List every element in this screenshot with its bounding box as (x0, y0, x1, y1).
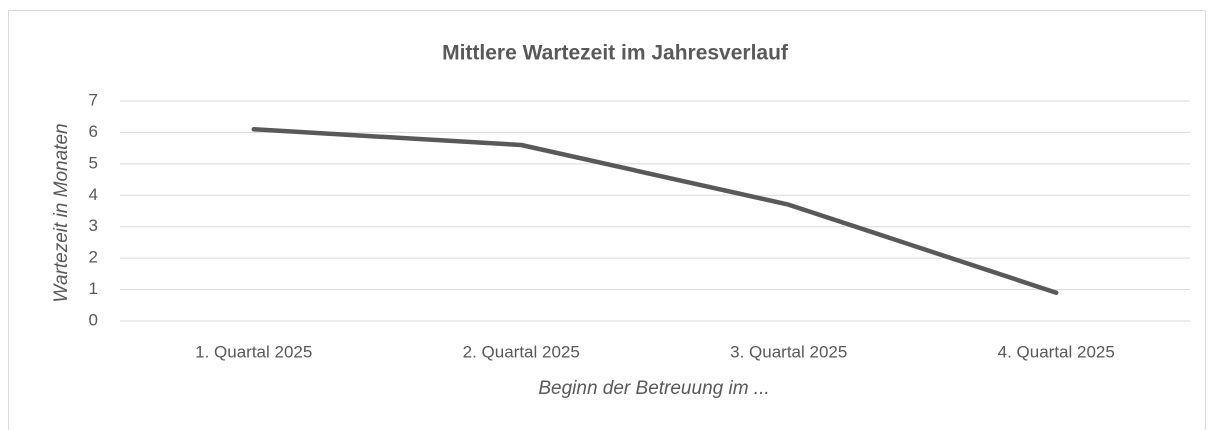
x-tick-label: 3. Quartal 2025 (730, 342, 847, 361)
y-tick-label: 2 (89, 248, 98, 267)
chart-border (8, 10, 1206, 430)
y-tick-label: 3 (89, 216, 98, 235)
y-tick-label: 6 (89, 122, 98, 141)
x-tick-label: 1. Quartal 2025 (195, 342, 312, 361)
chart-title: Mittlere Wartezeit im Jahresverlauf (442, 42, 789, 65)
x-tick-label: 2. Quartal 2025 (463, 342, 580, 361)
y-axis-label: Wartezeit in Monaten (51, 123, 72, 302)
data-line (251, 127, 1059, 295)
y-tick-label: 7 (89, 90, 98, 109)
y-tick-label: 5 (89, 153, 98, 172)
y-tick-label: 4 (89, 185, 98, 204)
x-axis-label: Beginn der Betreuung im ... (538, 378, 769, 399)
y-tick-label: 0 (89, 310, 98, 329)
y-tick-label: 1 (89, 279, 98, 298)
x-tick-label: 4. Quartal 2025 (998, 342, 1115, 361)
